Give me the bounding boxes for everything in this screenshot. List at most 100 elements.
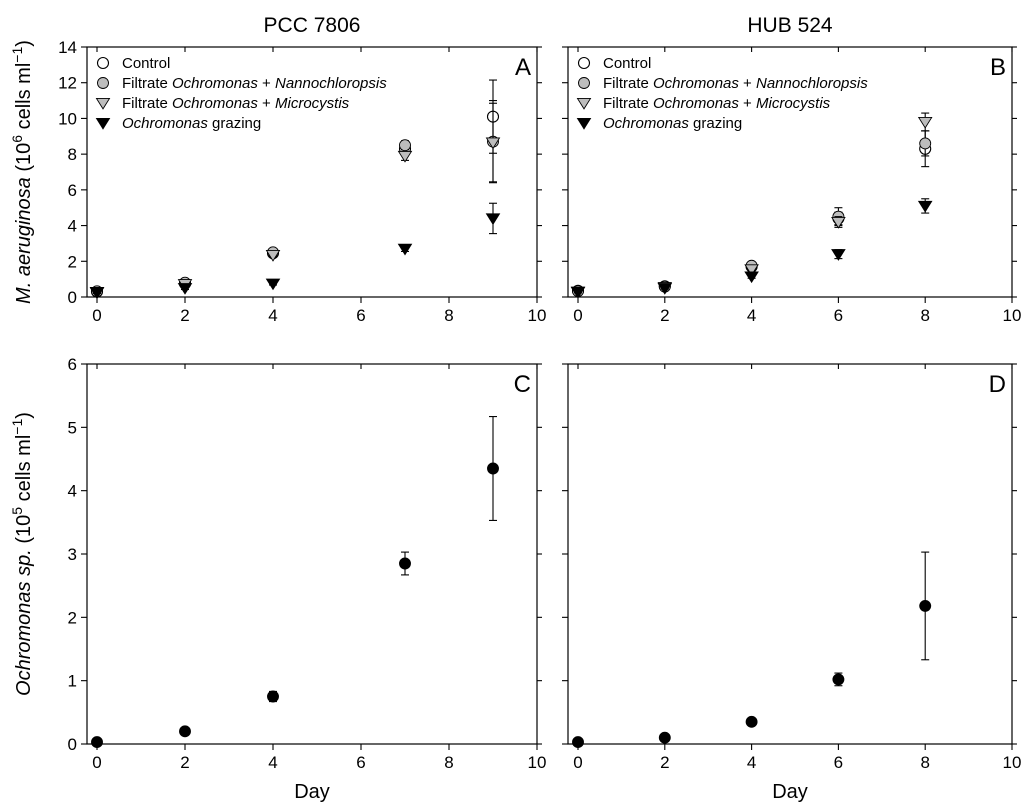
x-tick-label: 0 <box>573 753 582 772</box>
panel-letter: A <box>515 54 531 81</box>
x-tick-label: 10 <box>528 306 547 325</box>
legend-entry: Filtrate Ochromonas + Microcystis <box>122 95 350 112</box>
x-tick-label: 10 <box>1003 306 1022 325</box>
data-point <box>919 599 932 612</box>
data-point <box>744 264 759 277</box>
data-point <box>658 731 671 744</box>
x-tick-label: 2 <box>180 306 189 325</box>
y-tick-label: 10 <box>58 109 77 128</box>
x-tick-label: 10 <box>528 753 547 772</box>
x-tick-label: 6 <box>356 306 365 325</box>
legend-marker <box>97 77 109 89</box>
x-tick-label: 6 <box>834 753 843 772</box>
panel-letter: C <box>514 371 531 398</box>
data-point <box>832 673 845 686</box>
data-point <box>919 137 932 150</box>
x-tick-label: 6 <box>356 753 365 772</box>
legend-entry: Ochromonas grazing <box>603 115 742 132</box>
data-point <box>89 287 105 300</box>
panel-b: 0 2 4 6 8 10 HUB 524 B Control Filtrate Ochromona… <box>562 14 1021 325</box>
series-4 <box>570 198 933 299</box>
legend-entry: Filtrate Ochromonas + Microcystis <box>603 95 831 112</box>
panel-letter: B <box>990 54 1006 81</box>
legend-marker <box>578 77 590 89</box>
panel-letter: D <box>989 371 1006 398</box>
plot-frame <box>567 46 1013 298</box>
legend-marker <box>95 97 111 110</box>
panel-c: 0 2 4 6 8 10 0 1 2 3 4 5 6 C Day <box>68 355 547 803</box>
data-point <box>267 690 279 703</box>
data-point <box>657 283 673 295</box>
data-point <box>487 462 499 475</box>
series-1 <box>90 79 500 298</box>
legend-marker <box>96 56 110 70</box>
data-point <box>177 283 193 295</box>
legend-marker <box>576 117 592 130</box>
data-point <box>485 213 501 226</box>
x-tick-label: 2 <box>660 753 669 772</box>
plot-frame <box>567 363 1013 745</box>
y-tick-label: 4 <box>68 217 77 236</box>
panel-d: 0 2 4 6 8 10 D Day <box>562 363 1022 803</box>
x-tick-label: 2 <box>180 753 189 772</box>
data-point <box>397 150 413 163</box>
x-tick-label: 2 <box>660 306 669 325</box>
data-point <box>831 249 846 261</box>
y-axis-label-bottom: Ochromonas sp. (105 cells ml−1) <box>9 412 35 696</box>
y-tick-label: 5 <box>68 418 77 437</box>
legend-entry: Ochromonas grazing <box>122 115 261 132</box>
data-point <box>179 725 191 738</box>
x-tick-label: 4 <box>747 753 756 772</box>
data-point <box>265 278 281 291</box>
y-tick-label: 12 <box>58 74 77 93</box>
series-3 <box>570 112 933 299</box>
series-1 <box>572 551 932 749</box>
x-tick-label: 8 <box>920 753 929 772</box>
y-tick-label: 2 <box>68 608 77 627</box>
data-point <box>265 250 281 262</box>
data-point <box>570 287 586 299</box>
y-tick-label: 4 <box>68 482 77 501</box>
panel-title: HUB 524 <box>747 14 833 37</box>
y-tick-label: 6 <box>68 181 77 200</box>
data-point <box>397 243 413 256</box>
x-tick-label: 0 <box>573 306 582 325</box>
data-point <box>831 216 846 229</box>
data-point <box>572 736 584 749</box>
legend-marker <box>577 56 591 70</box>
x-tick-label: 6 <box>834 306 843 325</box>
data-point <box>744 271 759 284</box>
plot-frame <box>86 46 538 298</box>
y-tick-label: 14 <box>58 38 77 57</box>
x-tick-label: 4 <box>747 306 756 325</box>
data-point <box>917 200 933 213</box>
legend-marker <box>576 97 592 110</box>
y-tick-label: 3 <box>68 545 77 564</box>
y-tick-label: 8 <box>68 145 77 164</box>
x-tick-label: 4 <box>268 753 277 772</box>
x-axis-label: Day <box>772 781 808 803</box>
y-tick-label: 6 <box>68 355 77 374</box>
series-4 <box>89 202 501 300</box>
panel-a: 0 2 4 6 8 10 0 2 4 6 8 10 12 14 PCC 7806 A Control Filtra… <box>58 14 546 325</box>
legend: Control Filtrate Ochromonas + Nannochloro… <box>576 55 868 132</box>
plot-frame <box>86 363 538 745</box>
data-point <box>399 139 411 152</box>
legend-entry: Filtrate Ochromonas + Nannochloropsis <box>122 75 387 92</box>
x-tick-label: 10 <box>1003 753 1022 772</box>
y-tick-label: 1 <box>68 672 77 691</box>
y-tick-label: 0 <box>68 288 77 307</box>
x-tick-label: 0 <box>92 753 101 772</box>
data-point <box>745 715 758 728</box>
x-tick-label: 8 <box>920 306 929 325</box>
data-point <box>399 557 411 570</box>
legend-entry: Control <box>122 55 170 72</box>
legend-marker <box>95 117 111 130</box>
x-axis-label: Day <box>294 781 330 803</box>
data-point <box>91 736 103 749</box>
legend: Control Filtrate Ochromonas + Nannochloro… <box>95 55 387 132</box>
data-point <box>917 116 933 129</box>
series-3 <box>89 102 501 299</box>
